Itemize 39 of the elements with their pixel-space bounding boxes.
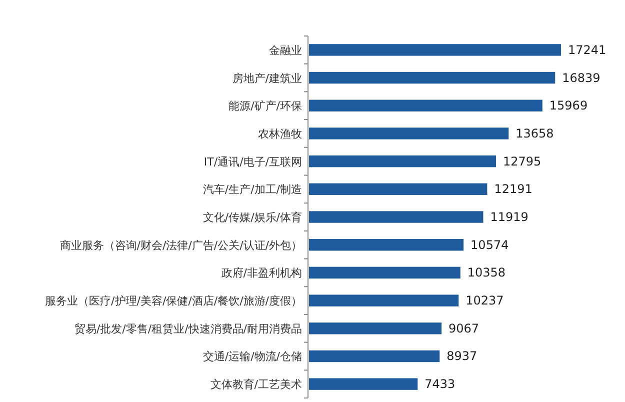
bar: [309, 183, 488, 195]
bar: [309, 44, 561, 56]
data-label: 10358: [467, 266, 506, 280]
data-label: 9067: [448, 321, 480, 336]
data-label: 12191: [494, 182, 532, 196]
bar: [309, 211, 484, 223]
y-tick-label: 房地产/建筑业: [232, 72, 302, 85]
y-tick-label: 服务业（医疗/护理/美容/保健/酒店/餐饮/旅游/度假）: [45, 294, 302, 308]
data-label: 11919: [490, 210, 528, 224]
bar: [309, 100, 542, 112]
bar: [309, 378, 418, 390]
y-tick-label: IT/通讯/电子/互联网: [204, 155, 302, 168]
y-tick-label: 文化/传媒/娱乐/体育: [202, 211, 302, 224]
y-tick-label: 金融业: [269, 44, 302, 57]
data-label: 10237: [466, 294, 504, 308]
bar: [309, 128, 509, 140]
y-tick-label: 贸易/批发/零售/租赁业/快速消费品/耐用消费品: [74, 322, 302, 336]
y-tick-label: 能源/矿产/环保: [228, 100, 302, 113]
data-label: 15969: [549, 98, 588, 113]
y-tick-label: 汽车/生产/加工/制造: [202, 183, 302, 196]
bar: [309, 239, 464, 251]
data-label: 16839: [562, 70, 600, 85]
bar: [309, 350, 440, 362]
bar: [309, 322, 442, 334]
y-tick-label: 农林渔牧: [258, 127, 302, 140]
bar: [309, 294, 459, 306]
y-tick-label: 商业服务（咨询/财会/法律/广告/公关/认证/外包）: [60, 238, 302, 252]
y-tick-label: 政府/非盈利机构: [221, 266, 302, 280]
bar: [309, 266, 460, 279]
data-label: 10574: [470, 238, 509, 252]
data-label: 7433: [424, 377, 456, 392]
bar: [309, 155, 496, 168]
y-tick-label: 文体教育/工艺美术: [210, 378, 302, 392]
data-label: 17241: [568, 42, 606, 57]
data-label: 12795: [503, 154, 542, 168]
data-label: 8937: [446, 349, 478, 364]
bar: [309, 72, 556, 84]
y-tick-label: 交通/运输/物流/仓储: [202, 350, 302, 364]
data-label: 13658: [516, 126, 554, 140]
